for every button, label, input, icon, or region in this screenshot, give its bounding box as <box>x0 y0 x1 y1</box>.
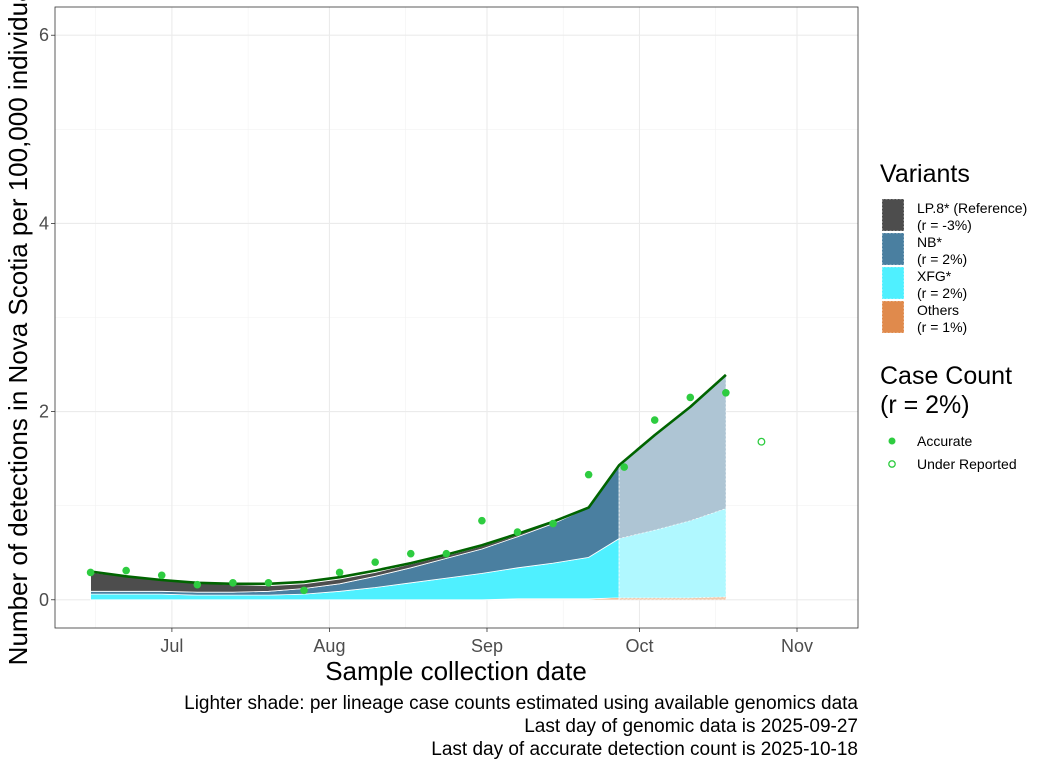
caption-line-1: Lighter shade: per lineage case counts e… <box>184 693 858 714</box>
legend-item-label: NB* <box>917 234 942 250</box>
legend-swatch <box>881 266 905 300</box>
legend-case-title-line1: Case Count <box>880 362 1012 390</box>
x-tick-label: Oct <box>625 636 653 656</box>
legend-under-reported-label: Under Reported <box>917 456 1017 472</box>
accurate-point <box>229 579 237 587</box>
accurate-point <box>650 416 659 424</box>
legend-item-rate: (r = 1%) <box>917 319 967 335</box>
legend-item-rate: (r = -3%) <box>917 217 972 233</box>
accurate-point <box>86 568 95 577</box>
legend-item-label: LP.8* (Reference) <box>917 200 1027 216</box>
legend-accurate-marker <box>888 437 896 445</box>
accurate-point <box>478 516 486 525</box>
accurate-point <box>406 549 415 558</box>
legend-swatch <box>881 198 905 232</box>
legend-item-label: Others <box>917 302 959 318</box>
y-tick-label: 0 <box>39 590 49 610</box>
y-tick-label: 2 <box>39 402 49 422</box>
x-tick-label: Jul <box>160 636 183 656</box>
y-tick-label: 4 <box>39 213 49 233</box>
accurate-point <box>513 528 522 536</box>
legend: Variants LP.8* (Reference)(r = -3%)NB*(r… <box>880 160 1027 472</box>
points-layer <box>86 388 766 595</box>
caption: Lighter shade: per lineage case counts e… <box>184 693 858 760</box>
accurate-point <box>371 558 379 566</box>
legend-item-rate: (r = 2%) <box>917 285 967 301</box>
accurate-point <box>620 463 629 471</box>
legend-item-label: XFG* <box>917 268 952 284</box>
legend-accurate-label: Accurate <box>917 433 972 449</box>
accurate-point <box>686 393 695 402</box>
y-tick-label: 6 <box>39 25 49 45</box>
accurate-point <box>264 579 273 587</box>
accurate-point <box>335 568 344 577</box>
gridlines <box>55 7 858 628</box>
legend-swatch <box>881 300 905 334</box>
x-tick-label: Aug <box>313 636 345 656</box>
accurate-point <box>122 566 130 575</box>
x-tick-label: Sep <box>471 636 503 656</box>
legend-variant-items: LP.8* (Reference)(r = -3%)NB*(r = 2%)XFG… <box>881 198 1027 335</box>
x-axis-title: Sample collection date <box>325 656 587 686</box>
legend-variants-title: Variants <box>880 160 970 188</box>
axes: 0 2 4 6 Jul Aug Sep Oct Nov <box>39 25 813 656</box>
accurate-point <box>442 549 451 558</box>
legend-case-title-line2: (r = 2%) <box>880 391 970 419</box>
area-others-estimated <box>618 596 727 601</box>
caption-line-3: Last day of accurate detection count is … <box>431 739 858 760</box>
legend-under-reported-marker <box>888 460 896 468</box>
accurate-point <box>157 571 166 580</box>
legend-swatch <box>881 232 905 266</box>
accurate-point <box>300 586 308 595</box>
panel-border <box>54 6 859 629</box>
accurate-point <box>584 470 593 479</box>
accurate-point <box>193 580 202 589</box>
caption-line-2: Last day of genomic data is 2025-09-27 <box>524 716 858 737</box>
y-axis-title: Number of detections in Nova Scotia per … <box>3 0 33 665</box>
accurate-point <box>549 519 557 528</box>
accurate-point <box>722 388 730 397</box>
stacked-areas <box>90 374 727 601</box>
legend-item-rate: (r = 2%) <box>917 251 967 267</box>
x-tick-label: Nov <box>781 636 813 656</box>
under-reported-point <box>757 437 766 446</box>
